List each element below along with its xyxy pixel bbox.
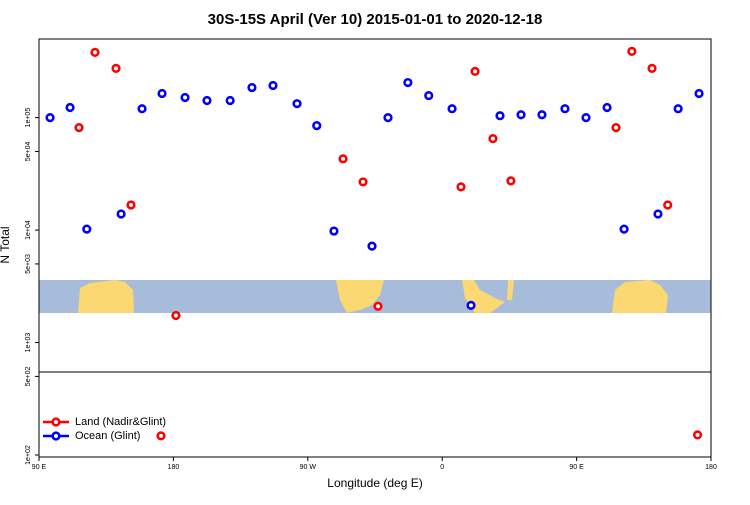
point bbox=[611, 123, 621, 133]
point bbox=[692, 430, 703, 440]
point bbox=[45, 113, 55, 123]
point bbox=[495, 111, 505, 121]
y-tick-label: 1e+03 bbox=[25, 333, 32, 353]
x-tick-label: 90 E bbox=[569, 464, 584, 471]
point bbox=[338, 154, 348, 164]
y-tick-label: 5e+03 bbox=[25, 254, 32, 274]
point bbox=[516, 110, 526, 120]
legend-label: Ocean (Glint) bbox=[75, 430, 140, 442]
y-tick-label: 5e+04 bbox=[25, 142, 32, 162]
chart-title: 30S-15S April (Ver 10) 2015-01-01 to 202… bbox=[208, 11, 543, 28]
point bbox=[225, 95, 235, 106]
point bbox=[506, 176, 516, 186]
point bbox=[90, 47, 100, 58]
legend-label: Land (Nadir&Glint) bbox=[75, 416, 166, 428]
point bbox=[74, 123, 84, 133]
y-axis-label: N Total bbox=[0, 226, 12, 263]
point bbox=[694, 88, 704, 99]
point bbox=[312, 121, 322, 131]
point bbox=[560, 104, 570, 114]
point bbox=[126, 200, 136, 210]
point bbox=[202, 95, 212, 106]
point bbox=[537, 110, 547, 120]
point bbox=[111, 63, 121, 73]
point bbox=[581, 113, 591, 123]
point bbox=[180, 92, 190, 103]
legend-marker bbox=[51, 417, 61, 427]
point bbox=[470, 66, 480, 76]
point bbox=[116, 209, 126, 219]
legend-marker bbox=[51, 431, 61, 441]
y-tick-label: 1e+05 bbox=[25, 108, 32, 128]
x-tick-label: 180 bbox=[705, 464, 717, 471]
point bbox=[358, 177, 368, 187]
x-tick-label: 0 bbox=[440, 464, 444, 471]
x-tick-label: 90 E bbox=[32, 464, 47, 471]
point bbox=[627, 46, 637, 56]
point bbox=[157, 88, 167, 99]
point bbox=[653, 209, 663, 219]
x-axis-label: Longitude (deg E) bbox=[327, 476, 422, 490]
y-tick-label: 1e+04 bbox=[25, 220, 32, 240]
point bbox=[373, 301, 383, 311]
point bbox=[329, 226, 339, 236]
plot-frame bbox=[38, 38, 712, 458]
point bbox=[456, 182, 466, 192]
point bbox=[403, 77, 413, 88]
point bbox=[82, 224, 92, 234]
point bbox=[171, 310, 181, 321]
point bbox=[619, 224, 629, 234]
point bbox=[156, 431, 166, 441]
point bbox=[647, 63, 657, 73]
point bbox=[268, 80, 278, 91]
point bbox=[602, 102, 612, 113]
point bbox=[488, 134, 498, 144]
x-tick-label: 180 bbox=[168, 464, 180, 471]
x-tick-label: 90 W bbox=[300, 464, 317, 471]
point bbox=[367, 241, 377, 251]
point bbox=[65, 102, 75, 113]
point bbox=[292, 99, 302, 109]
y-tick-label: 1e+02 bbox=[25, 445, 32, 465]
point bbox=[466, 300, 476, 310]
y-tick-label: 5e+02 bbox=[25, 366, 32, 386]
point bbox=[663, 200, 673, 210]
point bbox=[137, 104, 147, 114]
point bbox=[447, 104, 457, 114]
point bbox=[247, 82, 257, 93]
point bbox=[383, 113, 393, 123]
point bbox=[424, 90, 434, 101]
point bbox=[673, 104, 683, 114]
